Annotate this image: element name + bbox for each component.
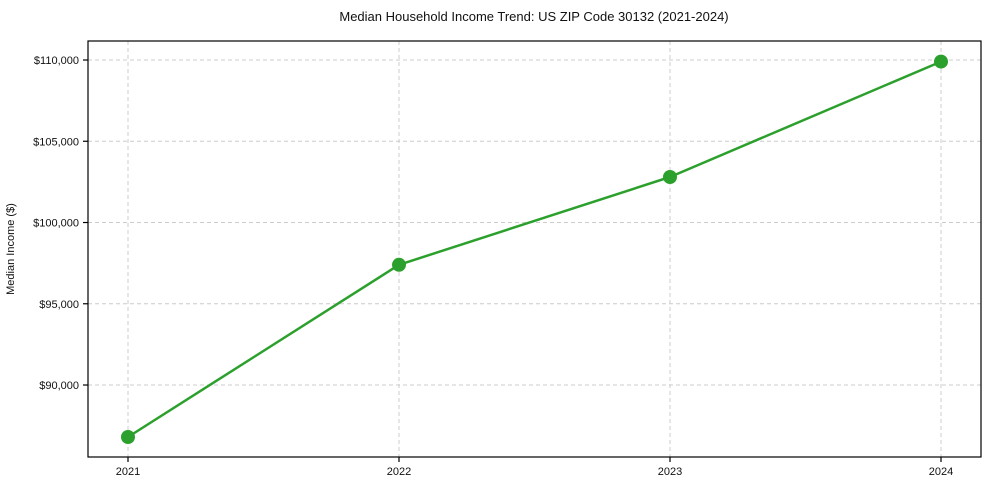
chart-title: Median Household Income Trend: US ZIP Co… bbox=[339, 9, 728, 24]
axes: $90,000 $95,000 $100,000 $105,000 $110,000 20… bbox=[33, 40, 982, 478]
gridlines bbox=[88, 41, 981, 457]
data-point bbox=[934, 54, 948, 69]
income-line-series bbox=[121, 54, 948, 444]
y-tick-label: $105,000 bbox=[33, 136, 79, 148]
plot-border bbox=[87, 40, 982, 458]
x-tick-label: 2021 bbox=[116, 466, 140, 478]
x-tick-label: 2024 bbox=[929, 466, 953, 478]
y-tick-label: $90,000 bbox=[39, 380, 79, 392]
y-tick-label: $95,000 bbox=[39, 299, 79, 311]
data-point bbox=[392, 257, 406, 272]
x-tick-label: 2023 bbox=[658, 466, 682, 478]
data-point bbox=[663, 170, 677, 184]
y-tick-label: $100,000 bbox=[33, 218, 79, 230]
x-tick-label: 2022 bbox=[387, 466, 411, 478]
y-axis-label: Median Income ($) bbox=[5, 203, 17, 295]
series-line bbox=[126, 60, 943, 439]
y-tick-label: $110,000 bbox=[34, 55, 79, 67]
data-point bbox=[121, 430, 135, 444]
